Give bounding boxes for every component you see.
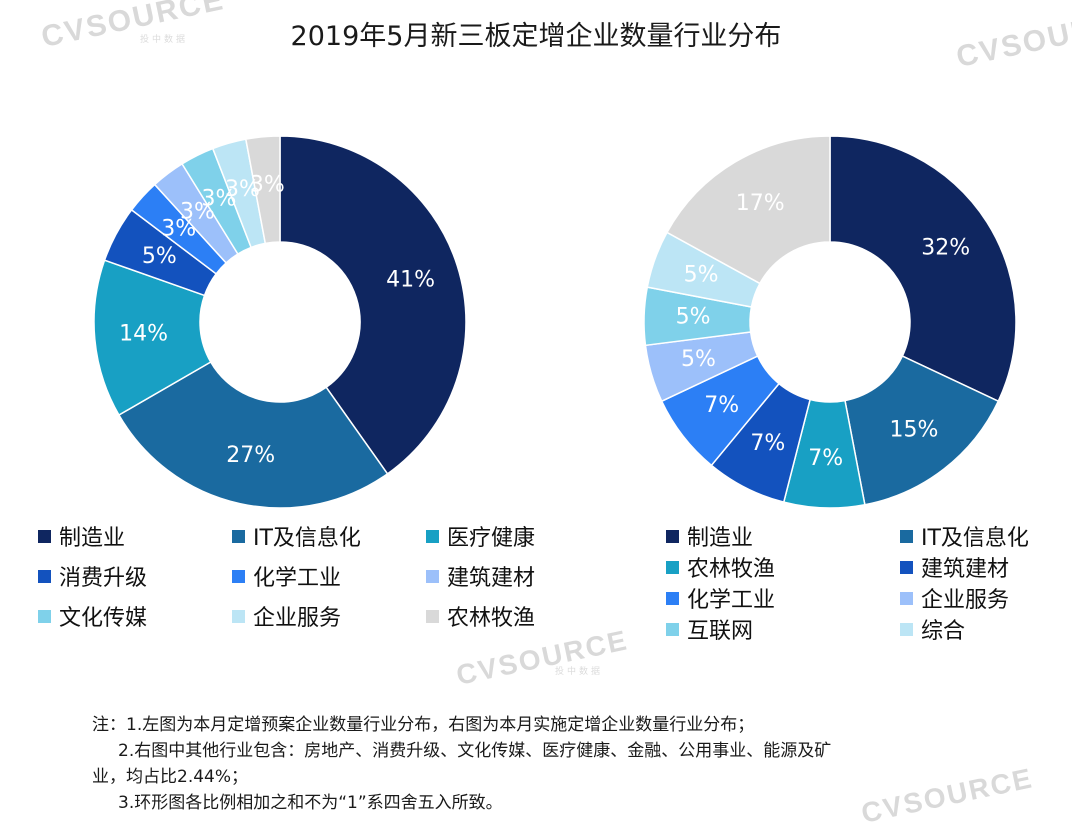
donut-label-right-7: 5% [684, 263, 719, 288]
legend-swatch [232, 529, 245, 543]
legend-swatch [666, 622, 679, 636]
legend-swatch [666, 560, 679, 574]
donut-label-right-1: 15% [890, 417, 939, 442]
legend-label: 化学工业 [253, 566, 342, 591]
legend-item: 互联网 [666, 613, 753, 645]
donut-label-left-1: 27% [226, 443, 275, 468]
donut-label-right-4: 7% [704, 393, 739, 418]
legend-item: 消费升级 [38, 560, 147, 592]
donut-slice-left-1 [117, 360, 389, 509]
donut-label-left-7: 3% [225, 177, 260, 202]
legend-label: IT及信息化 [253, 526, 361, 551]
legend-swatch [232, 569, 245, 583]
legend-swatch [38, 569, 51, 583]
donut-label-right-8: 17% [736, 191, 785, 216]
legend-swatch [900, 560, 913, 574]
donut-slice-right-0 [829, 135, 1017, 403]
legend-label: 制造业 [687, 526, 754, 551]
legend-label: 建筑建材 [447, 566, 536, 591]
legend-label: IT及信息化 [921, 526, 1029, 551]
legend-label: 医疗健康 [447, 526, 536, 551]
legend-item: IT及信息化 [900, 520, 1029, 552]
donut-label-left-6: 3% [201, 186, 236, 211]
legend-swatch [666, 529, 679, 543]
legend-item: IT及信息化 [232, 520, 361, 552]
donut-label-left-5: 3% [180, 200, 215, 225]
watermark-sub: 投中数据 [555, 667, 604, 677]
donut-label-left-0: 41% [386, 267, 435, 292]
legend-swatch [232, 609, 245, 623]
legend-label: 消费升级 [59, 566, 148, 591]
donut-slice-left-2 [93, 259, 212, 417]
legend-label: 建筑建材 [921, 557, 1010, 582]
donut-label-left-8: 3% [250, 173, 285, 198]
legend-swatch [666, 591, 679, 605]
notes: 注：1.左图为本月定增预案企业数量行业分布，右图为本月实施定增企业数量行业分布；… [92, 712, 1052, 816]
donut-label-left-4: 3% [161, 217, 196, 242]
note-line: 业，均占比2.44%； [92, 767, 249, 787]
donut-slice-right-1 [844, 355, 1000, 506]
legend-item: 企业服务 [900, 582, 1009, 614]
donut-slice-right-8 [665, 135, 831, 285]
legend-label: 企业服务 [253, 606, 342, 631]
legend-item: 农林牧渔 [666, 551, 775, 583]
donut-label-left-2: 14% [119, 322, 168, 347]
note-line: 3.环形图各比例相加之和不为“1”系四舍五入所致。 [118, 793, 503, 813]
donut-slice-left-0 [279, 135, 467, 475]
chart-title: 2019年5月新三板定增企业数量行业分布 [290, 21, 782, 52]
legend-item: 化学工业 [232, 560, 341, 592]
donut-label-right-5: 5% [681, 347, 716, 372]
legend-swatch [38, 529, 51, 543]
donut-chart-left: 41%27%14%5%3%3%3%3%3% [93, 135, 467, 509]
legend-item: 综合 [900, 613, 965, 645]
note-line: 注：1.左图为本月定增预案企业数量行业分布，右图为本月实施定增企业数量行业分布； [92, 715, 755, 735]
legend-label: 企业服务 [921, 588, 1010, 613]
legend-swatch [900, 622, 913, 636]
donut-label-right-6: 5% [676, 305, 711, 330]
legend-label: 农林牧渔 [447, 606, 536, 631]
note-line: 2.右图中其他行业包含：房地产、消费升级、文化传媒、医疗健康、金融、公用事业、能… [118, 741, 832, 761]
donut-label-left-3: 5% [142, 244, 177, 269]
donut-slice-left-8 [244, 135, 281, 245]
legend-item: 建筑建材 [426, 560, 535, 592]
legend-item: 农林牧渔 [426, 600, 535, 632]
legend-label: 互联网 [687, 619, 754, 644]
legend-swatch [38, 609, 51, 623]
legend-label: 农林牧渔 [687, 557, 776, 582]
legend-item: 企业服务 [232, 600, 341, 632]
legend-item: 制造业 [38, 520, 125, 552]
donut-label-right-2: 7% [808, 446, 843, 471]
legend-swatch [426, 529, 439, 543]
legend-item: 医疗健康 [426, 520, 535, 552]
donut-label-right-3: 7% [750, 431, 785, 456]
legend-label: 制造业 [59, 526, 126, 551]
donut-chart-right: 32% 15% 7% 7% 7% 5% 5% 5% 17% [643, 135, 1017, 509]
watermark-sub: 投中数据 [140, 35, 189, 45]
legend-item: 建筑建材 [900, 551, 1009, 583]
legend-item: 文化传媒 [38, 600, 147, 632]
legend-label: 文化传媒 [59, 606, 148, 631]
legend-swatch [900, 591, 913, 605]
legend-item: 制造业 [666, 520, 753, 552]
legend-label: 综合 [921, 619, 966, 644]
legend-swatch [900, 529, 913, 543]
legend-swatch [426, 609, 439, 623]
donut-label-right-0: 32% [921, 236, 970, 261]
watermark-logo: CVSOURCE [453, 624, 631, 691]
legend-swatch [426, 569, 439, 583]
legend-label: 化学工业 [687, 588, 776, 613]
legend-item: 化学工业 [666, 582, 775, 614]
